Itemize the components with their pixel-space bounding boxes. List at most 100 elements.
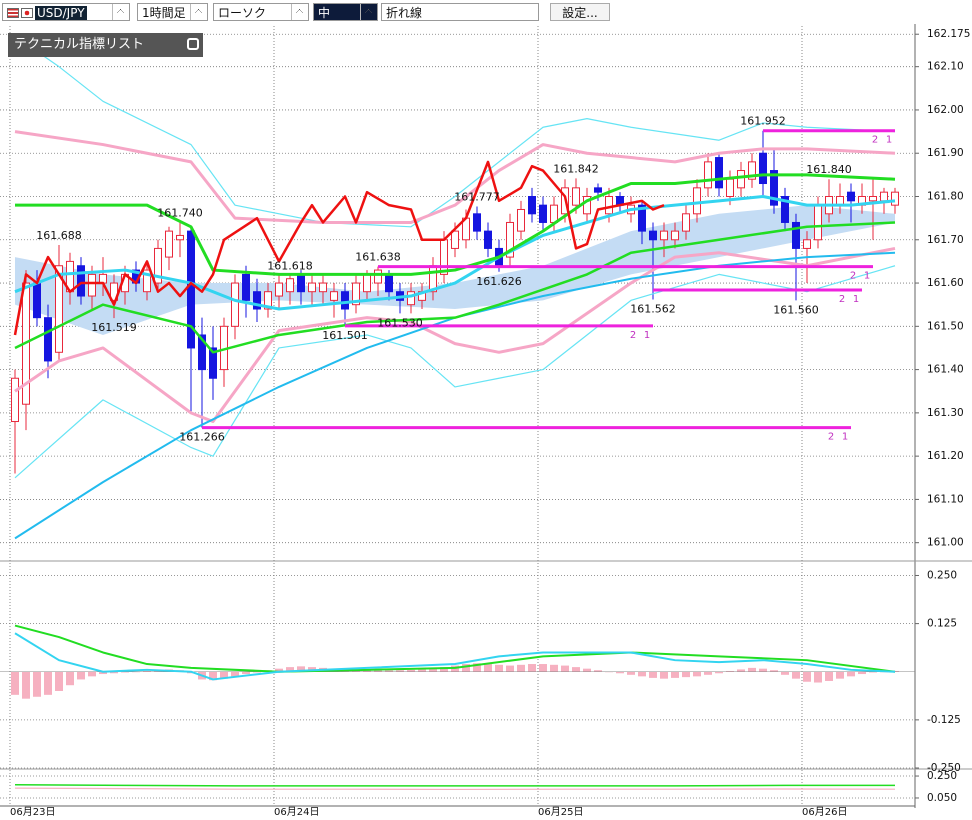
candle-body (319, 282, 327, 293)
x-tick-label: 06月25日 (538, 806, 583, 818)
candle-body (649, 230, 657, 241)
chart-style-select[interactable]: ローソク (213, 3, 309, 21)
histogram-bar (638, 671, 646, 677)
histogram-bar (33, 671, 41, 697)
line-style-field[interactable]: 折れ線 (381, 3, 539, 21)
histogram-bar (836, 671, 844, 679)
candle-body (748, 161, 756, 180)
indicator-line (14, 632, 896, 681)
extreme-label: 161.777 (454, 190, 500, 203)
y-tick-label: 162.10 (927, 61, 964, 73)
histogram-bar (407, 669, 415, 672)
histogram-bar (737, 669, 745, 672)
candle-body (275, 282, 283, 297)
x-tick-label: 06月24日 (274, 806, 319, 818)
histogram-bar (121, 671, 129, 673)
candle-body (440, 239, 448, 275)
candle-body (550, 204, 558, 223)
candle-body (242, 273, 250, 301)
histogram-bar (99, 671, 107, 675)
candle-body (605, 195, 613, 215)
candle-body (759, 152, 767, 185)
candle-body (792, 221, 800, 249)
x-tick-label: 06月26日 (802, 806, 847, 818)
histogram-bar (506, 665, 514, 672)
histogram-bar (770, 670, 778, 672)
candle-body (297, 273, 305, 293)
candle-body (341, 291, 349, 310)
histogram-bar (22, 671, 30, 699)
y-tick-label: 0.250 (927, 770, 957, 782)
candle-body (154, 247, 162, 284)
histogram-bar (286, 667, 294, 672)
histogram-bar (858, 671, 866, 675)
settings-label: 設定... (562, 6, 598, 20)
histogram-bar (704, 671, 712, 675)
chart-style: ローソク (218, 6, 267, 20)
histogram-bar (561, 665, 569, 672)
y-tick-label: 161.30 (927, 407, 964, 419)
extreme-label: 161.560 (773, 303, 819, 316)
y-tick-label: 161.90 (927, 147, 964, 159)
histogram-bar (572, 667, 580, 672)
level-label: 2 (839, 294, 845, 305)
candle-body (286, 278, 294, 293)
candle-body (528, 195, 536, 215)
plot-background (0, 24, 915, 808)
histogram-bar (55, 671, 63, 691)
extreme-label: 161.638 (355, 251, 401, 264)
histogram-bar (594, 670, 602, 672)
y-tick-label: 0.050 (927, 792, 957, 804)
histogram-bar (110, 671, 118, 674)
histogram-bar (462, 664, 470, 672)
extreme-label: 161.842 (553, 162, 599, 175)
candle-body (638, 204, 646, 232)
candle-body (165, 230, 173, 258)
settings-button[interactable]: 設定... (550, 3, 610, 21)
candle-body (385, 273, 393, 293)
symbol-select[interactable]: USD/JPY (2, 3, 130, 21)
size-select[interactable]: 中 (313, 3, 378, 21)
y-tick-label: -0.125 (927, 714, 961, 726)
histogram-bar (484, 664, 492, 672)
indicator-line (14, 784, 895, 787)
histogram-bar (44, 671, 52, 695)
candle-body (814, 204, 822, 241)
candle-body (77, 265, 85, 297)
indicator-line (14, 624, 896, 673)
histogram-bar (77, 671, 85, 680)
candle-body (704, 161, 712, 189)
y-tick-label: 161.70 (927, 234, 964, 246)
candle-body (198, 334, 206, 371)
us-flag (7, 8, 19, 18)
histogram-bar (429, 668, 437, 672)
indicator-list-panel[interactable]: テクニカル指標リスト (8, 33, 203, 57)
candle-body (484, 230, 492, 249)
y-tick-label: 161.80 (927, 190, 964, 202)
timeframe-select[interactable]: 1時間足 (137, 3, 208, 21)
histogram-bar (231, 671, 239, 677)
candle-body (803, 239, 811, 249)
histogram-bar (693, 671, 701, 677)
candle-body (99, 273, 107, 284)
candle-body (55, 265, 63, 353)
candle-body (869, 195, 877, 202)
candle-body (473, 213, 481, 232)
histogram-bar (715, 671, 723, 674)
histogram-bar (803, 671, 811, 682)
candle-body (352, 282, 360, 306)
candle-body (187, 230, 195, 349)
indicator-line (15, 173, 896, 276)
extreme-label: 161.626 (476, 275, 522, 288)
histogram-bar (374, 669, 382, 672)
candle-body (737, 170, 745, 189)
histogram-bar (792, 671, 800, 679)
x-tick-label: 06月23日 (10, 806, 55, 818)
histogram-bar (143, 670, 151, 672)
indicator-line (13, 160, 665, 336)
line-style: 折れ線 (386, 6, 423, 20)
histogram-bar (66, 671, 74, 686)
panel-icon[interactable] (187, 38, 199, 50)
